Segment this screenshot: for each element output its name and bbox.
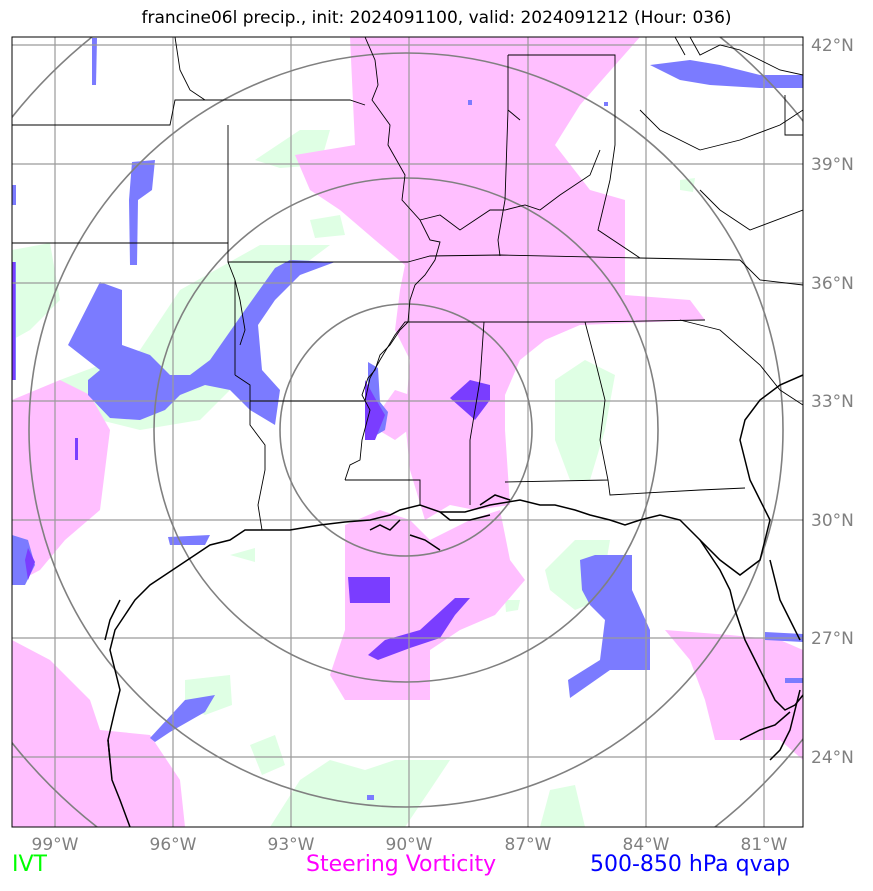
legend-ivt: IVT <box>12 852 47 877</box>
lon-label: 87°W <box>505 835 552 855</box>
map-frame <box>11 36 804 828</box>
lon-label: 96°W <box>150 835 197 855</box>
lon-label: 84°W <box>623 835 670 855</box>
river-borders <box>174 37 803 481</box>
longitude-labels: 99°W 96°W 93°W 90°W 87°W 84°W 81°W <box>32 835 788 855</box>
map-title: francine06l precip., init: 2024091100, v… <box>141 8 732 28</box>
lat-label: 30°N <box>811 511 854 531</box>
lat-label: 39°N <box>811 155 854 175</box>
lat-lon-grid <box>12 37 803 827</box>
lat-label: 33°N <box>811 392 854 412</box>
qvap-field <box>12 38 803 800</box>
lat-label: 42°N <box>811 36 854 56</box>
lon-label: 90°W <box>386 835 433 855</box>
legend-qvap: 500-850 hPa qvap <box>590 852 791 877</box>
legend-steering-vorticity: Steering Vorticity <box>306 852 497 877</box>
state-borders <box>12 54 803 531</box>
lat-label: 24°N <box>811 748 854 768</box>
coastline <box>104 374 803 827</box>
lat-label: 36°N <box>811 274 854 294</box>
latitude-labels: 42°N 39°N 36°N 33°N 30°N 27°N 24°N <box>811 36 854 768</box>
lon-label: 81°W <box>741 835 788 855</box>
vorticity-field <box>12 37 803 827</box>
qvap-strong-field <box>12 262 490 660</box>
lon-label: 93°W <box>268 835 315 855</box>
lon-label: 99°W <box>32 835 79 855</box>
lat-label: 27°N <box>811 629 854 649</box>
